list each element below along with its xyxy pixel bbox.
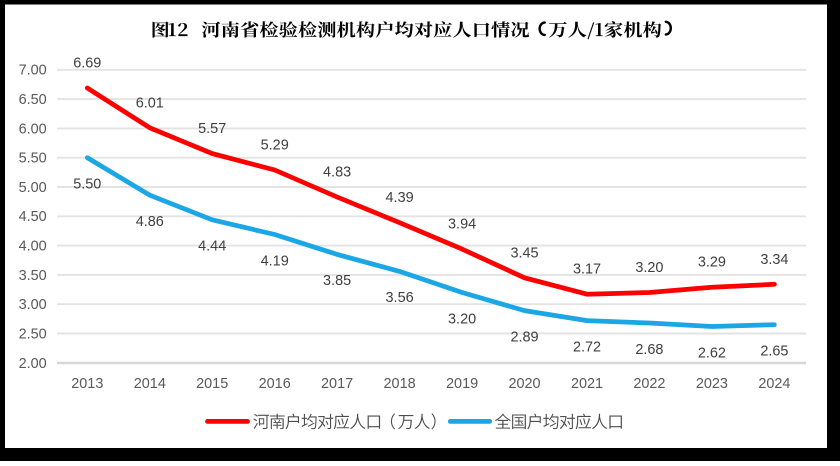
svg-text:2018: 2018	[384, 376, 416, 392]
svg-text:2.50: 2.50	[19, 326, 47, 342]
svg-text:2020: 2020	[508, 376, 540, 392]
svg-text:4.00: 4.00	[19, 239, 47, 255]
svg-text:2.68: 2.68	[635, 342, 663, 358]
svg-text:3.50: 3.50	[19, 268, 47, 284]
svg-text:3.56: 3.56	[386, 290, 414, 306]
svg-text:2013: 2013	[71, 376, 103, 392]
svg-text:5.29: 5.29	[261, 138, 289, 154]
svg-text:2014: 2014	[134, 376, 166, 392]
svg-text:2021: 2021	[571, 376, 603, 392]
svg-text:6.50: 6.50	[19, 92, 47, 108]
svg-text:3.00: 3.00	[19, 297, 47, 313]
svg-text:3.45: 3.45	[510, 245, 538, 261]
svg-text:3.85: 3.85	[323, 273, 351, 289]
svg-text:4.86: 4.86	[136, 214, 164, 230]
svg-text:6.69: 6.69	[73, 56, 101, 72]
svg-text:2017: 2017	[321, 376, 353, 392]
svg-text:2.00: 2.00	[19, 356, 47, 372]
svg-text:2015: 2015	[196, 376, 228, 392]
svg-text:5.50: 5.50	[19, 151, 47, 167]
svg-text:5.50: 5.50	[73, 177, 101, 193]
svg-text:4.39: 4.39	[386, 190, 414, 206]
svg-text:4.44: 4.44	[198, 239, 226, 255]
svg-text:5.00: 5.00	[19, 180, 47, 196]
svg-text:3.17: 3.17	[573, 262, 601, 278]
svg-text:4.83: 4.83	[323, 165, 351, 181]
svg-text:4.50: 4.50	[19, 209, 47, 225]
svg-text:4.19: 4.19	[261, 253, 289, 269]
svg-text:6.01: 6.01	[136, 95, 164, 111]
svg-text:3.94: 3.94	[448, 217, 476, 233]
svg-text:2016: 2016	[259, 376, 291, 392]
svg-text:3.20: 3.20	[448, 311, 476, 327]
svg-text:2.65: 2.65	[760, 344, 788, 360]
svg-text:5.57: 5.57	[198, 121, 226, 137]
svg-text:3.34: 3.34	[760, 252, 788, 268]
svg-text:2.72: 2.72	[573, 339, 601, 355]
svg-text:2019: 2019	[446, 376, 478, 392]
svg-text:7.00: 7.00	[19, 63, 47, 79]
svg-text:3.29: 3.29	[698, 255, 726, 271]
svg-text:2.89: 2.89	[510, 329, 538, 345]
svg-text:6.00: 6.00	[19, 121, 47, 137]
svg-text:2024: 2024	[758, 376, 790, 392]
svg-text:2.62: 2.62	[698, 345, 726, 361]
svg-text:3.20: 3.20	[635, 260, 663, 276]
svg-text:2023: 2023	[696, 376, 728, 392]
svg-text:2022: 2022	[633, 376, 665, 392]
